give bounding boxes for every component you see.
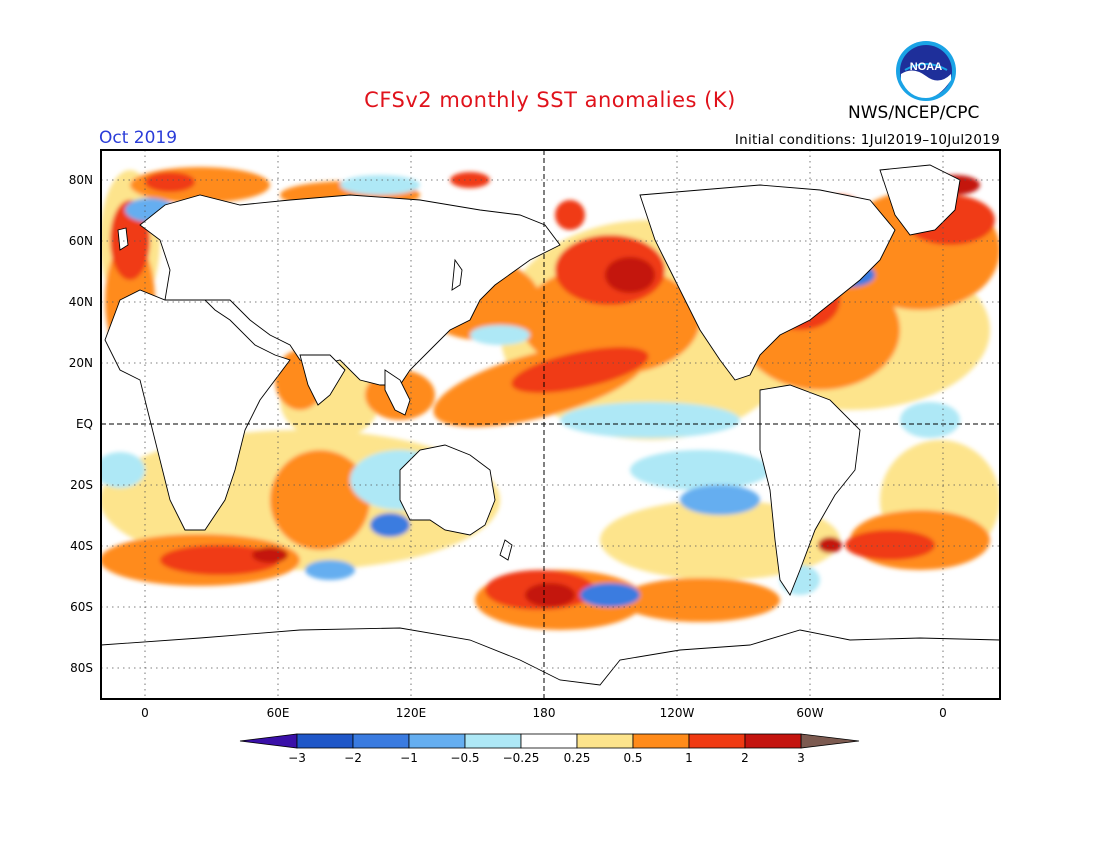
colorbar-swatch — [744, 733, 802, 749]
page-title: CFSv2 monthly SST anomalies (K) — [364, 88, 736, 112]
land-layer — [101, 164, 1000, 699]
colorbar-tick-label: 1 — [685, 751, 693, 765]
noaa-logo-text: NOAA — [910, 61, 942, 73]
initial-conditions-label: Initial conditions: 1Jul2019–10Jul2019 — [734, 132, 1000, 148]
colorbar: −3 −2 −1 −0.5 −0.25 0.25 0.5 1 2 3 — [239, 733, 860, 765]
lat-label: 80N — [69, 173, 93, 187]
colorbar-swatch — [352, 733, 410, 749]
colorbar-tick-label: −2 — [344, 751, 362, 765]
colorbar-tick-label: −1 — [400, 751, 418, 765]
colorbar-tick-label: −0.5 — [450, 751, 479, 765]
colorbar-swatch — [520, 733, 578, 749]
colorbar-tick-label: −0.25 — [503, 751, 540, 765]
map-frame — [100, 149, 1001, 700]
lat-label: 40S — [70, 539, 93, 553]
lon-label: 60W — [796, 706, 823, 720]
lat-axis: 80N 60N 40N 20N EQ 20S 40S 60S 80S — [69, 173, 93, 675]
colorbar-swatch — [632, 733, 690, 749]
colorbar-swatch — [464, 733, 522, 749]
lon-label: 0 — [141, 706, 149, 720]
lat-label: 60N — [69, 234, 93, 248]
colorbar-tick-label: −3 — [288, 751, 306, 765]
grid-lines — [101, 150, 1000, 699]
lon-axis: 0 60E 120E 180 120W 60W 0 — [141, 706, 947, 720]
lon-label: 60E — [267, 706, 290, 720]
colorbar-low-extension — [239, 733, 298, 749]
lon-label: 120E — [396, 706, 427, 720]
lon-label: 180 — [533, 706, 556, 720]
colorbar-tick-label: 0.25 — [564, 751, 591, 765]
lat-label: EQ — [76, 417, 93, 431]
colorbar-tick-label: 2 — [741, 751, 749, 765]
lat-label: 80S — [70, 661, 93, 675]
colorbar-swatch — [408, 733, 466, 749]
colorbar-swatch — [296, 733, 354, 749]
colorbar-swatch — [688, 733, 746, 749]
noaa-logo: NOAA — [895, 40, 957, 102]
anomaly-fill-layer — [101, 150, 1000, 699]
colorbar-swatch — [576, 733, 634, 749]
lon-label: 120W — [660, 706, 695, 720]
colorbar-tick-label: 3 — [797, 751, 805, 765]
lat-label: 60S — [70, 600, 93, 614]
lon-label: 0 — [939, 706, 947, 720]
lat-label: 20S — [70, 478, 93, 492]
agency-label: NWS/NCEP/CPC — [848, 103, 980, 123]
target-month-label: Oct 2019 — [99, 128, 178, 148]
colorbar-tick-label: 0.5 — [623, 751, 642, 765]
colorbar-high-extension — [800, 733, 860, 749]
lat-label: 20N — [69, 356, 93, 370]
lat-label: 40N — [69, 295, 93, 309]
